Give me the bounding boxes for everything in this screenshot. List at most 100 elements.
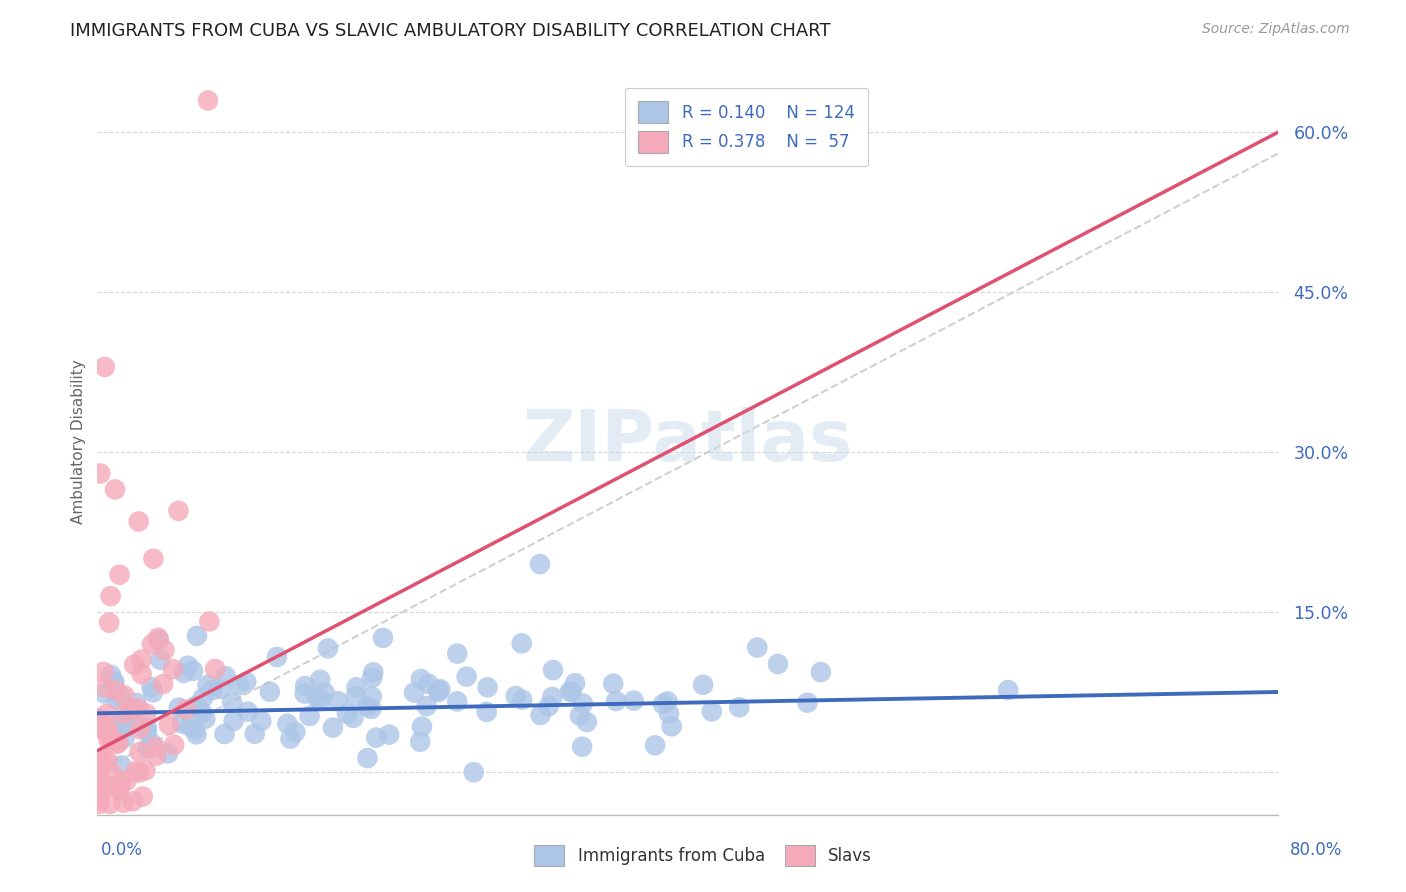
Point xyxy=(93,665,115,679)
Point xyxy=(112,689,135,703)
Point xyxy=(131,652,153,666)
Point xyxy=(98,797,121,811)
Point xyxy=(105,692,128,706)
Point xyxy=(89,711,111,725)
Legend: Immigrants from Cuba, Slavs: Immigrants from Cuba, Slavs xyxy=(527,838,879,873)
Point xyxy=(142,685,165,699)
Point xyxy=(186,629,208,643)
Point xyxy=(356,699,378,714)
Point xyxy=(415,699,437,714)
Y-axis label: Ambulatory Disability: Ambulatory Disability xyxy=(72,359,86,524)
Point xyxy=(128,515,150,529)
Point xyxy=(167,700,190,714)
Point xyxy=(201,683,224,698)
Point xyxy=(558,684,581,698)
Point xyxy=(344,690,367,704)
Point xyxy=(191,690,214,705)
Point xyxy=(605,694,627,708)
Point xyxy=(177,658,200,673)
Point xyxy=(131,667,153,681)
Point xyxy=(103,674,125,689)
Point xyxy=(87,764,110,778)
Point xyxy=(997,683,1019,698)
Point xyxy=(463,765,485,780)
Point xyxy=(100,732,122,747)
Point xyxy=(197,678,219,692)
Point xyxy=(284,725,307,739)
Point xyxy=(204,662,226,676)
Point xyxy=(235,674,257,689)
Point xyxy=(103,780,125,794)
Point xyxy=(89,752,111,766)
Point xyxy=(97,721,120,735)
Point xyxy=(135,724,157,739)
Point xyxy=(167,504,190,518)
Point xyxy=(360,690,382,704)
Point xyxy=(361,671,384,685)
Point xyxy=(747,640,769,655)
Point xyxy=(101,765,124,780)
Point xyxy=(97,754,120,768)
Point xyxy=(184,723,207,737)
Point xyxy=(104,718,127,732)
Point xyxy=(145,748,167,763)
Point xyxy=(115,773,138,788)
Point xyxy=(728,700,751,714)
Point xyxy=(87,721,110,735)
Point xyxy=(117,720,139,734)
Point xyxy=(91,752,114,766)
Point xyxy=(97,733,120,747)
Point xyxy=(456,670,478,684)
Point xyxy=(108,782,131,797)
Point xyxy=(446,694,468,708)
Point xyxy=(153,643,176,657)
Point xyxy=(125,764,148,778)
Point xyxy=(152,677,174,691)
Point xyxy=(114,731,136,745)
Point xyxy=(572,697,595,711)
Point xyxy=(135,720,157,734)
Point xyxy=(529,708,551,723)
Point xyxy=(568,708,591,723)
Point xyxy=(89,793,111,807)
Point xyxy=(692,678,714,692)
Point xyxy=(259,685,281,699)
Point xyxy=(366,731,388,745)
Point xyxy=(135,764,157,778)
Point xyxy=(110,689,132,703)
Point xyxy=(623,693,645,707)
Point xyxy=(652,697,675,711)
Point xyxy=(104,483,127,497)
Point xyxy=(107,736,129,750)
Point xyxy=(475,705,498,719)
Point xyxy=(309,673,332,687)
Point xyxy=(105,737,128,751)
Point xyxy=(141,637,163,651)
Legend: R = 0.140    N = 124, R = 0.378    N =  57: R = 0.140 N = 124, R = 0.378 N = 57 xyxy=(626,88,868,166)
Point xyxy=(564,676,586,690)
Point xyxy=(215,669,238,683)
Point xyxy=(108,567,131,582)
Point xyxy=(221,696,243,710)
Point xyxy=(96,706,118,721)
Point xyxy=(294,679,316,693)
Point xyxy=(127,701,149,715)
Point xyxy=(157,718,180,732)
Point xyxy=(409,734,432,748)
Point xyxy=(120,703,142,717)
Point xyxy=(89,717,111,731)
Point xyxy=(173,665,195,680)
Point xyxy=(90,776,112,790)
Point xyxy=(135,706,157,721)
Point xyxy=(146,631,169,645)
Point xyxy=(120,700,142,714)
Point xyxy=(316,641,339,656)
Point xyxy=(427,685,450,699)
Point xyxy=(89,467,111,481)
Point xyxy=(103,676,125,690)
Point xyxy=(294,686,316,700)
Point xyxy=(100,589,122,603)
Point xyxy=(529,557,551,571)
Point xyxy=(128,722,150,736)
Point xyxy=(93,359,115,374)
